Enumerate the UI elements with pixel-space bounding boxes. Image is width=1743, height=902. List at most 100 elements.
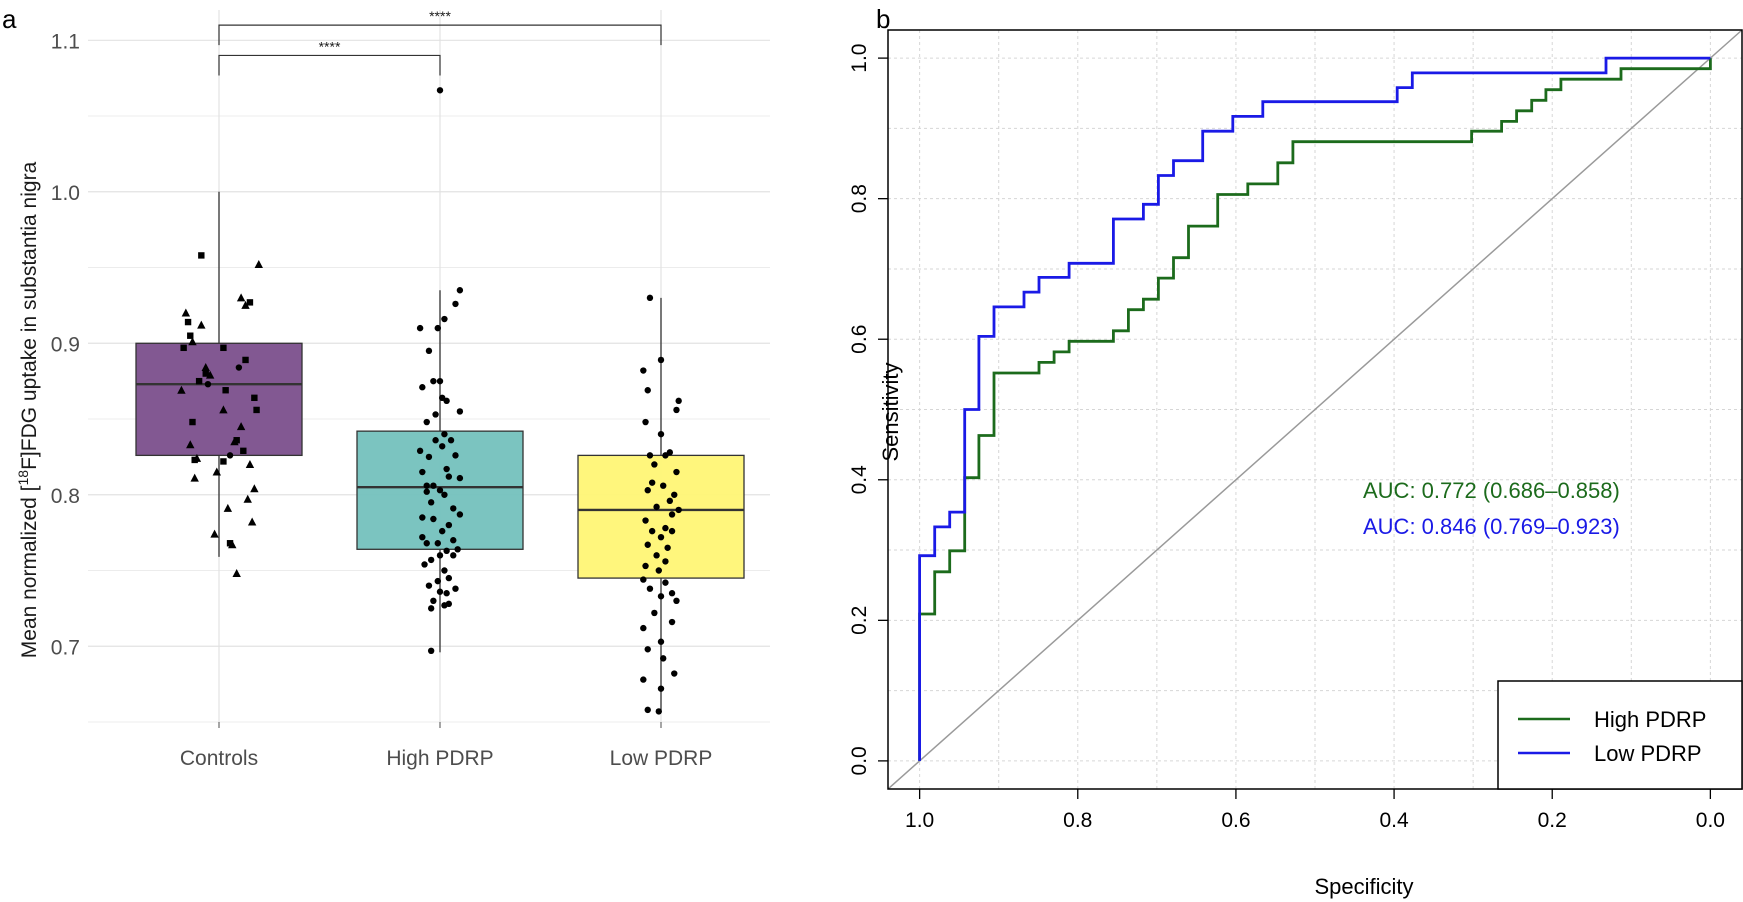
panel-a-significance: **** **** (218, 8, 662, 76)
data-point-triangle (232, 569, 241, 578)
data-point-circle (421, 561, 428, 568)
data-point-circle (657, 593, 665, 600)
data-point-square (184, 318, 192, 326)
data-point-circle (642, 517, 649, 524)
data-point-circle (419, 468, 426, 476)
data-point-circle (651, 461, 658, 468)
data-point-circle (657, 685, 665, 692)
data-point-square (198, 252, 205, 259)
data-point-square (240, 447, 247, 455)
data-point-circle (662, 558, 669, 565)
data-point-circle (456, 511, 464, 518)
data-point-circle (441, 430, 448, 438)
data-point-circle (427, 556, 435, 564)
data-point-circle (651, 609, 658, 617)
data-point-circle (655, 708, 662, 715)
roc-curve-low-pdrp (918, 56, 1711, 761)
data-point-circle (432, 411, 439, 418)
data-point-circle (454, 546, 461, 553)
data-point-circle (452, 585, 459, 592)
data-point-triangle (236, 293, 246, 302)
data-point-circle (445, 473, 453, 480)
data-point-circle (226, 452, 234, 459)
data-point-circle (450, 537, 457, 544)
data-point-circle (657, 638, 665, 645)
data-point-circle (436, 87, 444, 94)
data-point-circle (644, 387, 651, 394)
data-point-circle (439, 527, 446, 535)
data-point-circle (416, 447, 424, 455)
data-point-circle (668, 618, 676, 626)
data-point-square (220, 458, 227, 465)
panel-b-y-axis: 0.0 0.2 0.4 0.6 0.8 1.0 (848, 44, 888, 775)
x-tick-label: 0.6 (1221, 809, 1250, 832)
y-tick-label: 0.7 (51, 636, 80, 659)
data-point-circle (668, 527, 676, 535)
data-point-triangle (210, 529, 219, 538)
data-point-circle (441, 491, 448, 498)
panel-a-boxes (135, 191, 745, 710)
data-point-circle (427, 647, 435, 654)
data-point-circle (443, 547, 450, 555)
significance-stars: **** (319, 38, 341, 54)
y-tick-label: 0.4 (848, 465, 871, 495)
data-point-circle (447, 437, 455, 444)
data-point-circle (456, 408, 464, 415)
data-point-circle (434, 324, 441, 332)
data-point-circle (648, 479, 656, 486)
data-point-circle (436, 552, 444, 559)
data-point-circle (673, 597, 680, 605)
panel-a-label: a (2, 4, 17, 34)
x-tick-label: Controls (180, 747, 258, 770)
data-point-circle (640, 624, 647, 632)
data-point-circle (640, 367, 647, 374)
data-point-circle (443, 397, 450, 405)
data-point-triangle (181, 308, 191, 317)
data-point-triangle (230, 437, 239, 446)
panel-b-legend: High PDRP Low PDRP (1497, 680, 1743, 790)
data-point-square (189, 418, 196, 426)
data-point-triangle (197, 320, 206, 329)
x-tick-label: 0.8 (1063, 809, 1092, 832)
data-point-circle (423, 540, 430, 547)
data-point-circle (668, 511, 676, 518)
data-point-triangle (192, 453, 202, 462)
data-point-circle (443, 590, 450, 597)
data-point-circle (419, 514, 426, 521)
data-point-circle (432, 437, 439, 444)
data-point-circle (445, 574, 453, 582)
data-point-circle (450, 505, 457, 512)
data-point-square (226, 540, 234, 547)
data-point-circle (662, 452, 669, 459)
data-point-triangle (241, 300, 250, 309)
data-point-circle (646, 452, 654, 459)
data-point-triangle (188, 337, 197, 346)
data-point-circle (653, 552, 660, 559)
data-point-circle (436, 487, 444, 494)
data-point-circle (648, 527, 656, 535)
data-point-triangle (245, 459, 255, 468)
x-tick-label: 1.0 (905, 809, 934, 832)
data-point-circle (434, 577, 441, 585)
box-controls (135, 191, 303, 557)
data-point-square (246, 299, 254, 306)
data-point-circle (425, 582, 433, 589)
data-point-circle (657, 356, 665, 364)
y-tick-label: 1.0 (51, 182, 80, 205)
data-point-triangle (250, 484, 259, 493)
data-point-circle (441, 602, 448, 609)
data-point-circle (646, 585, 654, 592)
y-tick-label: 1.1 (51, 30, 80, 53)
data-point-triangle (205, 370, 215, 379)
panel-b-plot-frame (887, 29, 1743, 790)
data-point-circle (443, 465, 450, 473)
y-tick-label: 0.9 (51, 333, 80, 356)
data-point-circle (427, 499, 435, 506)
data-point-circle (419, 533, 426, 541)
chance-diagonal-line (887, 29, 1743, 790)
data-point-square (187, 332, 194, 339)
data-point-triangle (228, 540, 237, 549)
data-point-circle (668, 590, 676, 597)
data-point-circle (441, 567, 448, 574)
data-point-circle (646, 294, 654, 302)
